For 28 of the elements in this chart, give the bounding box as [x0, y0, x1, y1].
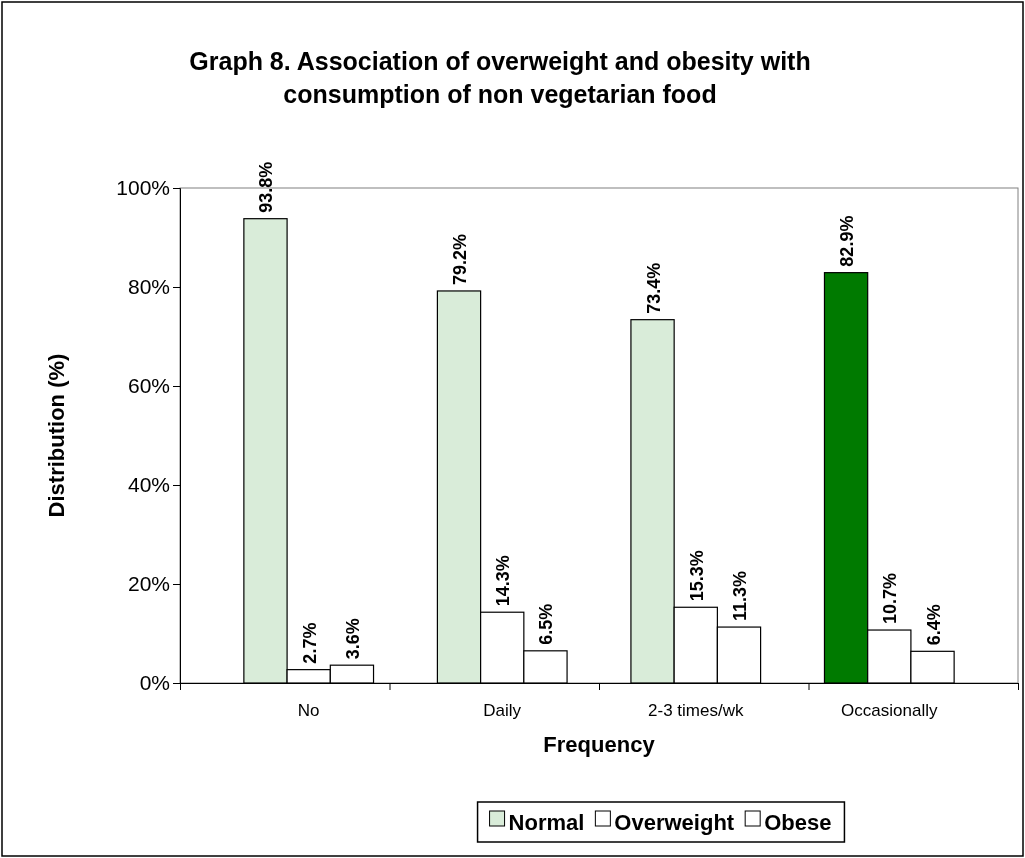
data-label: 73.4% [643, 262, 664, 314]
y-tick-label: 80% [127, 275, 170, 299]
chart-title: Graph 8. Association of overweight and obesity with consumption of non vegetarian food [189, 47, 811, 108]
data-label: 82.9% [837, 215, 858, 267]
x-tick-label: Daily [483, 701, 522, 720]
y-tick-label: 40% [127, 473, 170, 497]
data-label: 6.5% [536, 603, 557, 645]
data-label: 14.3% [493, 555, 514, 607]
x-tick-label: 2-3 times/wk [648, 701, 744, 720]
legend-label: Normal [508, 810, 585, 835]
legend-label: Overweight [614, 810, 735, 835]
data-label: 79.2% [450, 233, 471, 285]
data-label: 93.8% [256, 161, 277, 213]
y-axis-title: Distribution (%) [44, 353, 69, 518]
data-label: 3.6% [342, 618, 363, 660]
x-tick-label: Occasionally [841, 701, 938, 720]
y-tick-label: 100% [116, 176, 170, 200]
data-label: 10.7% [880, 572, 901, 625]
data-label: 6.4% [923, 604, 944, 646]
legend-label: Obese [764, 810, 832, 835]
y-tick-label: 60% [127, 374, 170, 398]
y-tick-label: 20% [127, 572, 170, 596]
x-tick-label: No [297, 701, 320, 720]
x-axis-title: Frequency [543, 732, 656, 757]
data-label: 2.7% [299, 622, 320, 664]
y-tick-label: 0% [139, 671, 170, 695]
data-label: 15.3% [686, 550, 707, 602]
data-label: 11.3% [729, 571, 750, 622]
